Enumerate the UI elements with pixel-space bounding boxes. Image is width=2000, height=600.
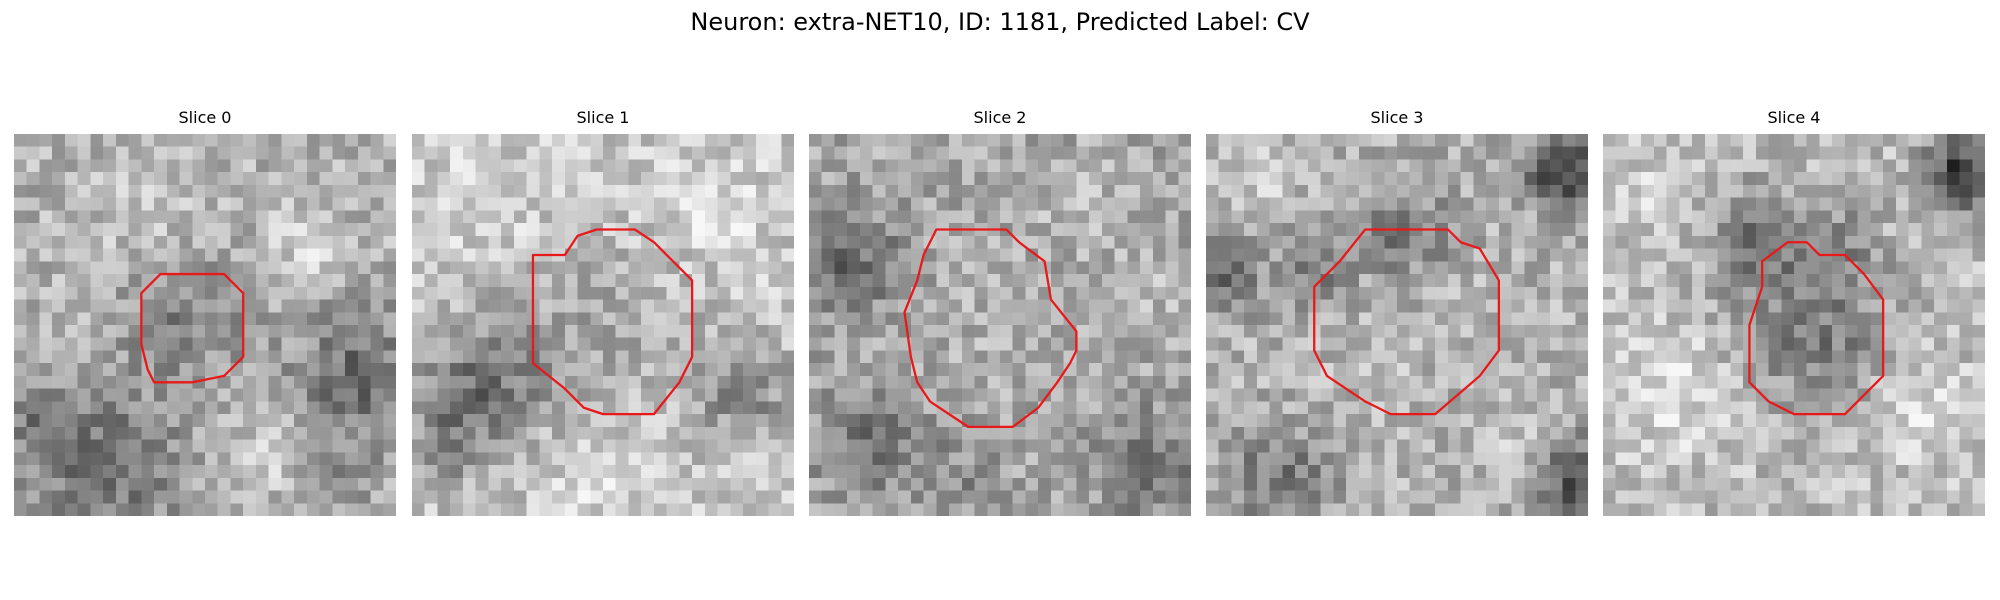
slice-title: Slice 1	[576, 108, 630, 127]
slice-title: Slice 2	[973, 108, 1027, 127]
slice-title: Slice 0	[178, 108, 232, 127]
slice-panel-1: Slice 1	[412, 108, 794, 516]
slice-panel-2: Slice 2	[809, 108, 1191, 516]
slice-title: Slice 3	[1370, 108, 1424, 127]
slice-image	[1603, 134, 1985, 516]
slice-title: Slice 4	[1767, 108, 1821, 127]
slice-panel-0: Slice 0	[14, 108, 396, 516]
slice-image	[1206, 134, 1588, 516]
segmentation-outline	[1748, 241, 1885, 416]
slice-image	[412, 134, 794, 516]
slice-panel-3: Slice 3	[1206, 108, 1588, 516]
slice-image	[14, 134, 396, 516]
segmentation-outline	[531, 228, 694, 416]
segmentation-outline	[903, 228, 1078, 429]
segmentation-outline	[140, 272, 245, 384]
slice-panel-4: Slice 4	[1603, 108, 1985, 516]
segmentation-outline	[1313, 228, 1501, 416]
slice-image	[809, 134, 1191, 516]
figure-title: Neuron: extra-NET10, ID: 1181, Predicted…	[690, 8, 1310, 36]
